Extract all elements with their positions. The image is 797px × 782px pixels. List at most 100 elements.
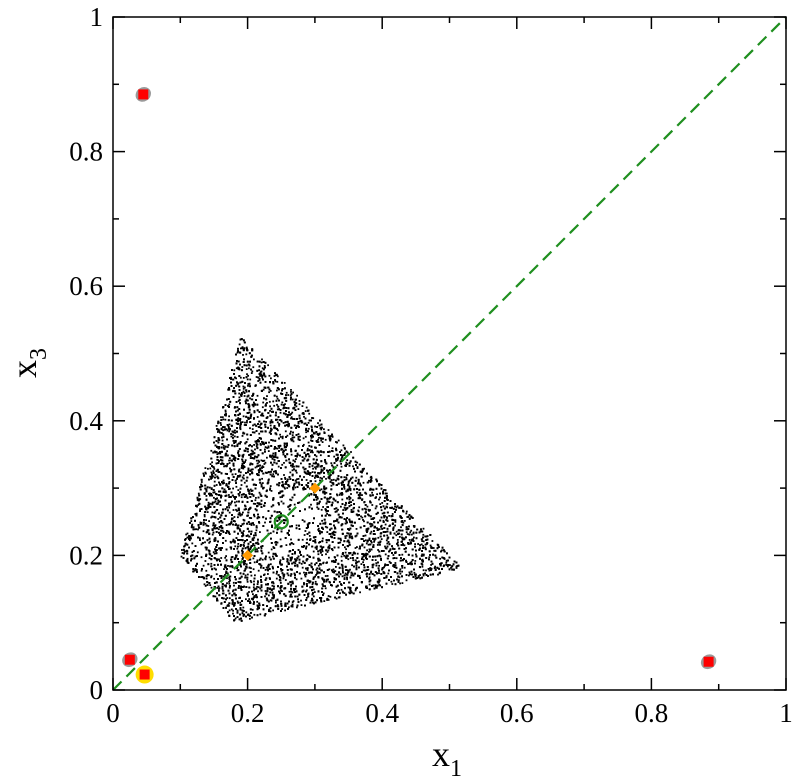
cloud-point <box>325 477 327 480</box>
cloud-point <box>256 541 259 544</box>
cloud-point <box>391 583 394 585</box>
cloud-point <box>317 527 320 530</box>
cloud-point <box>245 447 247 450</box>
cloud-point <box>340 505 342 508</box>
cloud-point <box>324 587 327 590</box>
cloud-point <box>368 539 371 541</box>
cloud-point <box>228 494 230 496</box>
cloud-point <box>315 574 317 576</box>
cloud-point <box>325 553 327 556</box>
cloud-point <box>207 501 210 504</box>
cloud-point <box>232 487 234 490</box>
cloud-point <box>288 590 291 593</box>
cloud-point <box>281 496 283 498</box>
cloud-point <box>426 535 429 537</box>
cloud-point <box>347 586 350 589</box>
cloud-point <box>401 523 404 526</box>
cloud-point <box>284 430 287 433</box>
cloud-point <box>384 523 387 526</box>
cloud-point <box>312 417 315 420</box>
cloud-point <box>266 447 269 449</box>
cloud-point <box>180 555 183 558</box>
cloud-point <box>374 533 376 535</box>
cloud-point <box>395 506 398 509</box>
cloud-point <box>283 486 286 489</box>
cloud-point <box>181 549 183 551</box>
cloud-point <box>206 511 209 513</box>
cloud-point <box>399 568 402 571</box>
cloud-point <box>392 526 395 529</box>
cloud-point <box>210 487 213 490</box>
cloud-point <box>200 576 202 578</box>
cloud-point <box>366 505 369 508</box>
cloud-point <box>216 453 219 456</box>
cloud-point <box>276 375 279 378</box>
cloud-point <box>301 405 304 407</box>
cloud-point <box>304 410 307 412</box>
cloud-point <box>244 569 246 572</box>
cloud-point <box>244 421 246 424</box>
cloud-point <box>209 475 212 478</box>
cloud-point <box>199 508 201 511</box>
cloud-point <box>258 491 261 494</box>
cloud-point <box>195 528 198 531</box>
cloud-point <box>360 515 362 518</box>
cloud-point <box>326 551 329 553</box>
cloud-point <box>222 429 224 432</box>
cloud-point <box>272 582 275 585</box>
cloud-point <box>254 574 256 577</box>
cloud-point <box>244 461 246 463</box>
cloud-point <box>280 403 283 406</box>
cloud-point <box>228 580 230 583</box>
cloud-point <box>310 451 312 454</box>
cloud-point <box>248 598 251 600</box>
cloud-point <box>202 564 205 567</box>
cloud-point <box>344 535 347 538</box>
cloud-point <box>280 515 283 518</box>
cloud-point <box>261 477 263 480</box>
cloud-point <box>326 526 329 529</box>
cloud-point <box>228 586 231 589</box>
cloud-point <box>290 430 292 433</box>
cloud-point <box>340 563 343 566</box>
cloud-point <box>263 372 265 375</box>
cloud-point <box>269 532 272 535</box>
cloud-point <box>285 544 288 546</box>
cloud-point <box>226 446 229 448</box>
cloud-point <box>288 606 290 609</box>
cloud-point <box>248 517 251 519</box>
cloud-point <box>297 408 300 410</box>
cloud-point <box>181 552 184 554</box>
cloud-point <box>289 498 291 501</box>
cloud-point <box>346 532 349 535</box>
cloud-point <box>230 556 233 559</box>
cloud-point <box>263 459 266 462</box>
cloud-point <box>234 501 236 504</box>
cloud-point <box>219 459 222 461</box>
cloud-point <box>328 497 331 500</box>
cloud-point <box>415 553 417 556</box>
cloud-point <box>357 497 360 500</box>
cloud-point <box>332 559 335 562</box>
cloud-point <box>321 554 323 556</box>
cloud-point <box>218 590 220 592</box>
cloud-point <box>327 429 330 431</box>
cloud-point <box>266 395 268 397</box>
cloud-point <box>381 512 384 515</box>
cloud-point <box>334 531 337 534</box>
cloud-point <box>216 497 218 500</box>
cloud-point <box>378 564 380 567</box>
cloud-point <box>241 476 244 479</box>
cloud-point <box>249 548 252 550</box>
cloud-point <box>392 554 395 556</box>
cloud-point <box>291 466 294 468</box>
cloud-point <box>409 531 412 534</box>
cloud-point <box>285 391 288 394</box>
cloud-point <box>232 434 234 436</box>
cloud-point <box>350 509 353 511</box>
cloud-point <box>263 365 266 367</box>
cloud-point <box>362 519 364 521</box>
cloud-point <box>280 500 283 503</box>
cloud-point <box>324 525 327 528</box>
cloud-point <box>333 530 335 533</box>
